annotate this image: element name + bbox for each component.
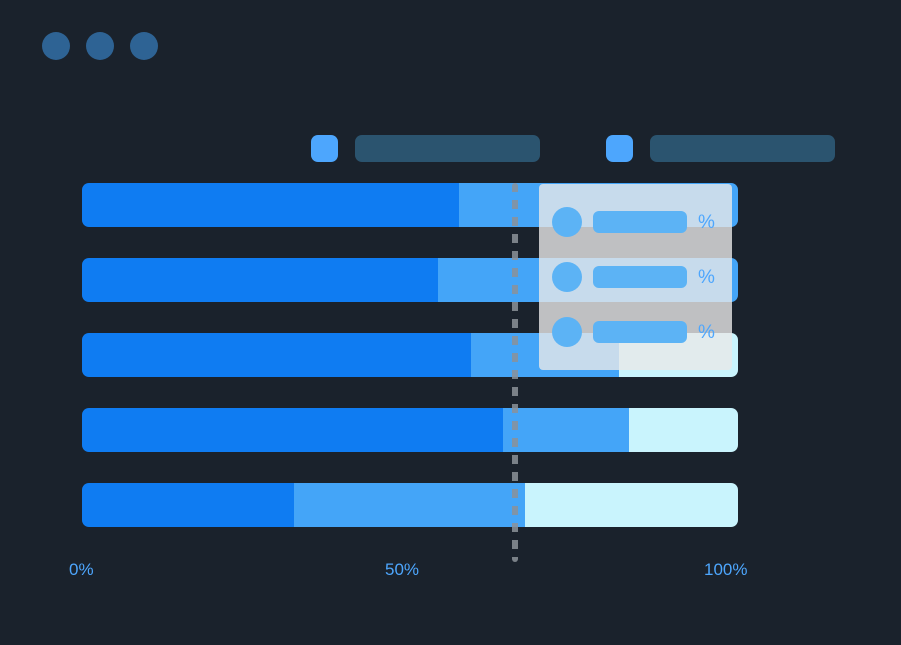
bar-segment[interactable] bbox=[503, 408, 630, 452]
bar-segment[interactable] bbox=[82, 333, 471, 377]
bar-track bbox=[82, 483, 738, 527]
bar-row[interactable] bbox=[82, 408, 738, 452]
legend-item-1[interactable] bbox=[606, 135, 835, 162]
tooltip-unit-0: % bbox=[698, 211, 715, 233]
bar-track bbox=[82, 408, 738, 452]
reference-line bbox=[511, 183, 518, 562]
tooltip-value-skeleton-0 bbox=[593, 211, 687, 233]
axis-tick-label: 100% bbox=[704, 560, 748, 579]
tooltip-dot-icon-2 bbox=[552, 317, 582, 347]
bar-segment[interactable] bbox=[82, 408, 504, 452]
legend-label-skeleton-1 bbox=[650, 135, 835, 162]
legend-label-skeleton-0 bbox=[355, 135, 540, 162]
bar-row[interactable] bbox=[82, 483, 738, 527]
legend-swatch-icon-1 bbox=[606, 135, 633, 162]
avatar-skeleton-3 bbox=[130, 32, 158, 60]
tooltip-unit-1: % bbox=[698, 266, 715, 288]
tooltip-row-0: % bbox=[552, 207, 715, 237]
bar-segment[interactable] bbox=[82, 483, 294, 527]
x-axis: 0% 50% 100% bbox=[0, 560, 901, 590]
tooltip-value-skeleton-2 bbox=[593, 321, 687, 343]
tooltip-value-skeleton-1 bbox=[593, 266, 687, 288]
tooltip-row-1: % bbox=[552, 262, 715, 292]
tooltip-row-2: % bbox=[552, 317, 715, 347]
bar-segment[interactable] bbox=[524, 483, 738, 527]
avatar-skeleton-1 bbox=[42, 32, 70, 60]
tooltip-unit-2: % bbox=[698, 321, 715, 343]
header-placeholder-group bbox=[42, 32, 158, 60]
avatar-skeleton-2 bbox=[86, 32, 114, 60]
chart-legend bbox=[311, 135, 835, 162]
axis-tick-label: 0% bbox=[69, 560, 94, 579]
bar-segment[interactable] bbox=[629, 408, 738, 452]
chart-tooltip[interactable]: % % % bbox=[539, 184, 732, 370]
legend-swatch-icon-0 bbox=[311, 135, 338, 162]
tooltip-dot-icon-0 bbox=[552, 207, 582, 237]
legend-item-0[interactable] bbox=[311, 135, 540, 162]
bar-segment[interactable] bbox=[293, 483, 525, 527]
bar-segment[interactable] bbox=[82, 258, 439, 302]
bar-segment[interactable] bbox=[82, 183, 460, 227]
tooltip-dot-icon-1 bbox=[552, 262, 582, 292]
axis-tick-label: 50% bbox=[385, 560, 420, 579]
